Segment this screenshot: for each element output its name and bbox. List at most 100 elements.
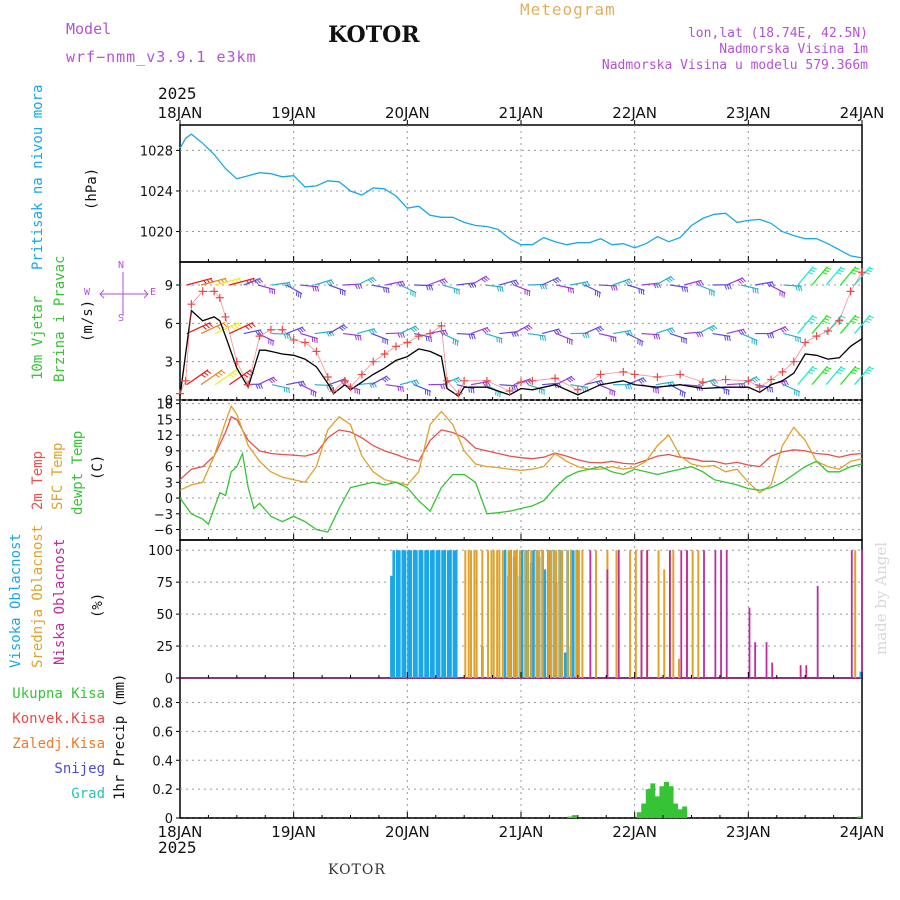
- wind-barb: [271, 384, 290, 389]
- wind-barb: [300, 384, 317, 394]
- wind-barb-feather: [496, 286, 500, 292]
- wind-barb-feather: [850, 320, 856, 324]
- dewpt-line: [179, 451, 863, 533]
- wind-barb: [839, 314, 857, 334]
- low-cloud-bar: [805, 665, 808, 678]
- wind-barb: [257, 333, 275, 342]
- time-label-top: 21JAN: [499, 104, 544, 122]
- wind-barb-feather: [441, 279, 446, 284]
- wind-barb-feather: [283, 283, 288, 288]
- wind-gust-marker: [210, 287, 219, 296]
- wind-barb: [839, 266, 857, 286]
- wind-barb: [769, 284, 786, 294]
- wind-barb: [371, 284, 390, 290]
- wind-gust-marker: [443, 376, 452, 385]
- wind-barb: [399, 325, 417, 335]
- precip-tick-label: 0: [165, 812, 173, 827]
- wind-barb-feather: [668, 277, 673, 282]
- wind-barb-feather: [812, 366, 818, 370]
- wind-barb-feather: [850, 272, 856, 275]
- wind-gust-marker: [255, 332, 264, 341]
- wind-barb-feather: [273, 289, 276, 295]
- wind-barb: [584, 325, 602, 335]
- wind-barb: [811, 365, 828, 386]
- mid-cloud-bar: [526, 550, 529, 678]
- wind-barb-feather: [299, 293, 302, 299]
- wind-barb: [186, 369, 209, 386]
- mid-cloud-bar: [535, 550, 538, 678]
- wind-barb-feather: [655, 388, 657, 394]
- wind-barb-feather: [652, 387, 655, 393]
- wind-barb-feather: [771, 333, 775, 339]
- wind-barb-feather: [629, 384, 633, 390]
- wind-barb-feather: [568, 377, 574, 382]
- cloud-tick-label: 50: [156, 608, 173, 623]
- wind-barb-feather: [812, 315, 818, 319]
- altitude-label: Nadmorska Visina 1m: [719, 42, 868, 57]
- wind-barb-feather: [297, 328, 302, 334]
- high-cloud-bar: [437, 550, 441, 678]
- wind-gust-marker: [403, 338, 412, 347]
- wind-barb-feather: [824, 269, 830, 273]
- wind-barb-feather: [271, 288, 273, 294]
- wind-tick-label: 3: [165, 356, 173, 371]
- mid-cloud-bar: [469, 550, 472, 678]
- wind-barb-feather: [511, 385, 514, 391]
- high-cloud-bar: [392, 550, 395, 678]
- wind-barb-feather: [470, 334, 474, 340]
- wind-barb-feather: [343, 324, 348, 329]
- high-cloud-bar: [443, 550, 447, 678]
- wind-barb-feather: [468, 334, 472, 340]
- wind-barb-feather: [484, 328, 489, 333]
- wind-barb-feather: [784, 326, 789, 331]
- wind-gust-marker: [767, 375, 776, 384]
- wind-barb-feather: [626, 279, 631, 285]
- mid-cloud-bar: [498, 550, 501, 678]
- wind-barb-feather: [430, 336, 433, 343]
- wind-barb-feather: [697, 280, 702, 286]
- precip-bar: [650, 783, 656, 818]
- wind-barb-feather: [201, 374, 206, 378]
- wind-barb-feather: [205, 324, 210, 329]
- wind-barb-feather: [766, 333, 770, 339]
- temp-tick-label: 12: [156, 429, 173, 444]
- wind-barb-feather: [838, 369, 844, 372]
- wind-barb: [627, 333, 644, 343]
- low-cloud-bar: [799, 665, 802, 678]
- wind-barb: [541, 276, 559, 286]
- wind-barb: [186, 322, 211, 335]
- wind-tick-label: 6: [165, 317, 173, 332]
- precip-tick-label: 0.6: [152, 725, 173, 740]
- wind-barb-feather: [285, 387, 288, 393]
- mid-cloud-bar: [530, 550, 533, 678]
- wind-barb: [399, 284, 417, 294]
- wind-gust-marker: [278, 325, 287, 334]
- temp-tick-label: 3: [165, 476, 173, 491]
- wind-barb-feather: [628, 278, 633, 284]
- wind-barb-feather: [566, 378, 572, 383]
- wind-barb: [371, 375, 388, 386]
- wind-gust-marker: [721, 375, 730, 384]
- wind-barb-feather: [202, 325, 207, 330]
- high-cloud-bar: [407, 550, 410, 678]
- wind-barb-feather: [482, 329, 487, 334]
- pressure-tick-label: 1020: [140, 226, 173, 241]
- temp-2m-line: [179, 415, 863, 481]
- wind-gust-marker: [619, 367, 628, 376]
- wind-gust-marker: [357, 370, 366, 379]
- wind-barb-feather: [810, 318, 816, 321]
- wind-barb-feather: [570, 376, 576, 381]
- mid-cloud-bar: [513, 550, 516, 678]
- mid-cloud-bar: [490, 550, 493, 678]
- wind-barb-feather: [425, 285, 429, 291]
- wind-barb-feather: [245, 325, 250, 330]
- mid-cloud-bar: [541, 550, 544, 678]
- wind-barb-feather: [864, 320, 870, 324]
- high-cloud-bar: [398, 550, 401, 678]
- wind-barb: [513, 324, 530, 335]
- high-cloud-bar: [429, 550, 433, 678]
- wind-barb-feather: [397, 386, 400, 392]
- wind-barb-feather: [629, 330, 633, 336]
- wind-barb: [797, 365, 814, 386]
- temp-sfc-line: [179, 404, 863, 494]
